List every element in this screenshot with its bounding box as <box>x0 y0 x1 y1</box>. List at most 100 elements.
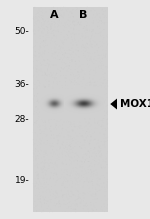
Point <box>56 138 59 142</box>
Point <box>41 178 43 181</box>
Point <box>86 184 88 187</box>
Point <box>52 85 54 89</box>
Point <box>92 115 94 119</box>
Point <box>60 45 62 49</box>
Point <box>49 177 51 180</box>
Point <box>58 104 60 107</box>
Point <box>75 171 77 175</box>
Point <box>69 73 72 76</box>
Point <box>83 109 85 112</box>
Point <box>32 141 34 144</box>
Point <box>106 123 109 126</box>
Point <box>80 147 82 150</box>
Point <box>58 202 60 206</box>
Point <box>67 36 69 40</box>
Point <box>104 78 106 81</box>
Point <box>99 177 101 180</box>
Point <box>105 92 108 95</box>
Point <box>85 36 87 40</box>
Point <box>96 204 99 208</box>
Point <box>70 98 73 101</box>
Point <box>65 163 68 167</box>
Point <box>64 108 67 111</box>
Point <box>56 9 58 13</box>
Point <box>75 191 77 194</box>
Point <box>77 70 79 74</box>
Point <box>69 51 71 55</box>
Point <box>75 120 77 124</box>
Point <box>102 159 104 163</box>
Point <box>101 161 103 164</box>
Point <box>39 146 42 149</box>
Point <box>63 37 66 40</box>
Point <box>91 145 93 148</box>
Point <box>63 120 65 124</box>
Point <box>86 209 88 213</box>
Point <box>49 144 51 148</box>
Point <box>95 110 98 113</box>
Point <box>36 135 39 138</box>
Point <box>107 197 109 201</box>
Point <box>103 133 105 136</box>
Point <box>91 187 93 190</box>
Point <box>53 39 56 42</box>
Point <box>56 172 58 175</box>
Point <box>44 39 46 42</box>
Point <box>74 203 76 207</box>
Point <box>34 121 36 124</box>
Point <box>72 73 75 76</box>
Point <box>99 152 101 155</box>
Point <box>47 19 50 22</box>
Point <box>59 111 61 115</box>
Point <box>34 184 36 187</box>
Point <box>88 6 91 10</box>
Point <box>38 34 40 37</box>
Point <box>34 164 36 168</box>
Point <box>35 198 37 201</box>
Point <box>88 186 90 190</box>
Point <box>56 142 58 145</box>
Point <box>39 37 41 40</box>
Point <box>51 144 53 147</box>
Point <box>63 178 66 182</box>
Point <box>98 113 100 117</box>
Point <box>45 173 47 177</box>
Point <box>57 150 59 153</box>
Point <box>93 140 96 143</box>
Point <box>84 165 87 168</box>
Point <box>74 106 76 110</box>
Point <box>57 180 60 184</box>
Point <box>38 9 40 12</box>
Point <box>105 49 108 52</box>
Point <box>75 6 77 9</box>
Point <box>99 67 101 70</box>
Point <box>67 180 69 183</box>
Point <box>36 197 39 201</box>
Point <box>40 185 42 188</box>
Point <box>50 166 53 170</box>
Point <box>106 65 108 68</box>
Point <box>49 79 51 82</box>
Point <box>81 30 84 33</box>
Point <box>47 205 50 208</box>
Point <box>82 194 85 198</box>
Point <box>45 134 48 138</box>
Point <box>75 185 78 188</box>
Point <box>49 28 52 31</box>
Point <box>81 148 84 151</box>
Point <box>92 46 94 49</box>
Point <box>88 100 91 103</box>
Point <box>69 151 72 155</box>
Point <box>63 201 65 205</box>
Point <box>54 11 56 14</box>
Point <box>36 52 39 55</box>
Point <box>72 28 75 32</box>
Point <box>53 142 56 145</box>
Point <box>74 38 76 42</box>
Point <box>73 24 76 28</box>
Point <box>90 37 93 40</box>
Point <box>47 183 49 186</box>
Point <box>63 171 65 174</box>
Point <box>53 39 56 42</box>
Point <box>43 63 45 67</box>
